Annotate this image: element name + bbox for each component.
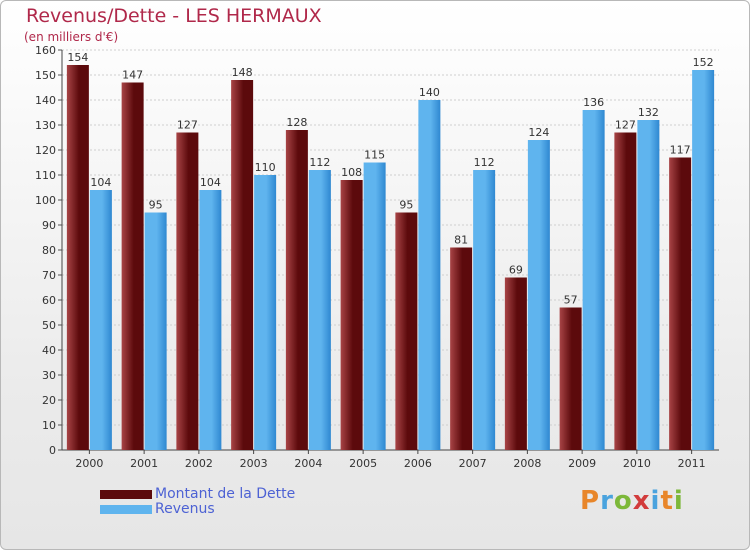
data-label-debt: 57 (564, 294, 578, 307)
legend-swatch-revenue (100, 505, 152, 514)
x-tick-label: 2000 (75, 457, 103, 470)
data-label-debt: 148 (232, 66, 253, 79)
data-label-debt: 69 (509, 264, 523, 277)
bar-revenue (582, 110, 605, 450)
bar-debt (450, 247, 473, 450)
x-tick-label: 2008 (513, 457, 541, 470)
bar-revenue (199, 190, 222, 450)
proxiti-logo: Proxiti (580, 486, 684, 516)
y-tick-label: 140 (35, 94, 56, 107)
data-label-debt: 127 (177, 119, 198, 132)
y-tick-label: 20 (42, 394, 56, 407)
y-tick-label: 50 (42, 319, 56, 332)
x-tick-label: 2007 (459, 457, 487, 470)
y-tick-label: 130 (35, 119, 56, 132)
data-label-revenue: 124 (528, 126, 549, 139)
bar-revenue (527, 140, 550, 450)
data-label-revenue: 110 (255, 161, 276, 174)
bar-revenue (418, 100, 441, 450)
bar-revenue (637, 120, 660, 450)
data-label-revenue: 104 (90, 176, 111, 189)
y-tick-label: 120 (35, 144, 56, 157)
y-tick-label: 40 (42, 344, 56, 357)
data-label-revenue: 104 (200, 176, 221, 189)
y-tick-label: 60 (42, 294, 56, 307)
data-label-debt: 127 (615, 119, 636, 132)
bar-revenue (692, 70, 715, 450)
bar-debt (66, 65, 89, 450)
x-tick-label: 2004 (294, 457, 322, 470)
bar-debt (121, 82, 144, 450)
x-tick-label: 2006 (404, 457, 432, 470)
y-tick-label: 110 (35, 169, 56, 182)
bar-revenue (473, 170, 496, 450)
data-label-debt: 117 (670, 144, 691, 157)
data-label-revenue: 152 (693, 56, 714, 69)
data-label-revenue: 95 (149, 199, 163, 212)
bar-debt (176, 132, 199, 450)
data-label-revenue: 112 (309, 156, 330, 169)
data-label-revenue: 115 (364, 149, 385, 162)
bar-revenue (363, 162, 386, 450)
bar-debt (285, 130, 308, 450)
bar-debt (669, 157, 692, 450)
data-label-debt: 81 (454, 234, 468, 247)
bar-revenue (144, 212, 167, 450)
bar-revenue (254, 175, 277, 450)
y-tick-label: 70 (42, 269, 56, 282)
y-tick-label: 10 (42, 419, 56, 432)
bar-debt (395, 212, 418, 450)
data-label-revenue: 132 (638, 106, 659, 119)
bar-debt (231, 80, 254, 450)
x-tick-label: 2011 (678, 457, 706, 470)
data-label-debt: 95 (399, 199, 413, 212)
bar-debt (559, 307, 582, 450)
data-label-debt: 154 (67, 51, 88, 64)
x-tick-label: 2002 (185, 457, 213, 470)
data-label-revenue: 112 (474, 156, 495, 169)
legend-label-revenue: Revenus (155, 501, 215, 517)
chart-title: Revenus/Dette - LES HERMAUX (26, 5, 322, 27)
logo-letter: i (673, 486, 684, 516)
x-tick-label: 2009 (568, 457, 596, 470)
y-tick-label: 90 (42, 219, 56, 232)
logo-letter: i (650, 486, 661, 516)
y-tick-label: 150 (35, 69, 56, 82)
y-tick-label: 160 (35, 44, 56, 57)
y-tick-label: 80 (42, 244, 56, 257)
y-tick-label: 100 (35, 194, 56, 207)
bar-debt (614, 132, 637, 450)
x-tick-label: 2010 (623, 457, 651, 470)
logo-letter: t (660, 486, 674, 516)
bar-debt (504, 277, 527, 450)
y-tick-label: 0 (49, 444, 56, 457)
logo-letter: P (580, 486, 601, 516)
bar-debt (340, 180, 363, 450)
chart-subtitle: (en milliers d'€) (24, 30, 119, 44)
x-tick-label: 2003 (240, 457, 268, 470)
data-label-debt: 128 (286, 116, 307, 129)
bar-revenue (308, 170, 331, 450)
logo-letter: r (600, 486, 614, 516)
y-tick-label: 30 (42, 369, 56, 382)
bar-revenue (89, 190, 112, 450)
logo-letter: o (613, 486, 633, 516)
x-tick-label: 2005 (349, 457, 377, 470)
data-label-revenue: 136 (583, 96, 604, 109)
x-tick-label: 2001 (130, 457, 158, 470)
logo-letter: x (632, 486, 651, 516)
legend-label-debt: Montant de la Dette (155, 486, 296, 502)
data-label-revenue: 140 (419, 86, 440, 99)
data-label-debt: 147 (122, 69, 143, 82)
legend-swatch-debt (100, 490, 152, 499)
data-label-debt: 108 (341, 166, 362, 179)
